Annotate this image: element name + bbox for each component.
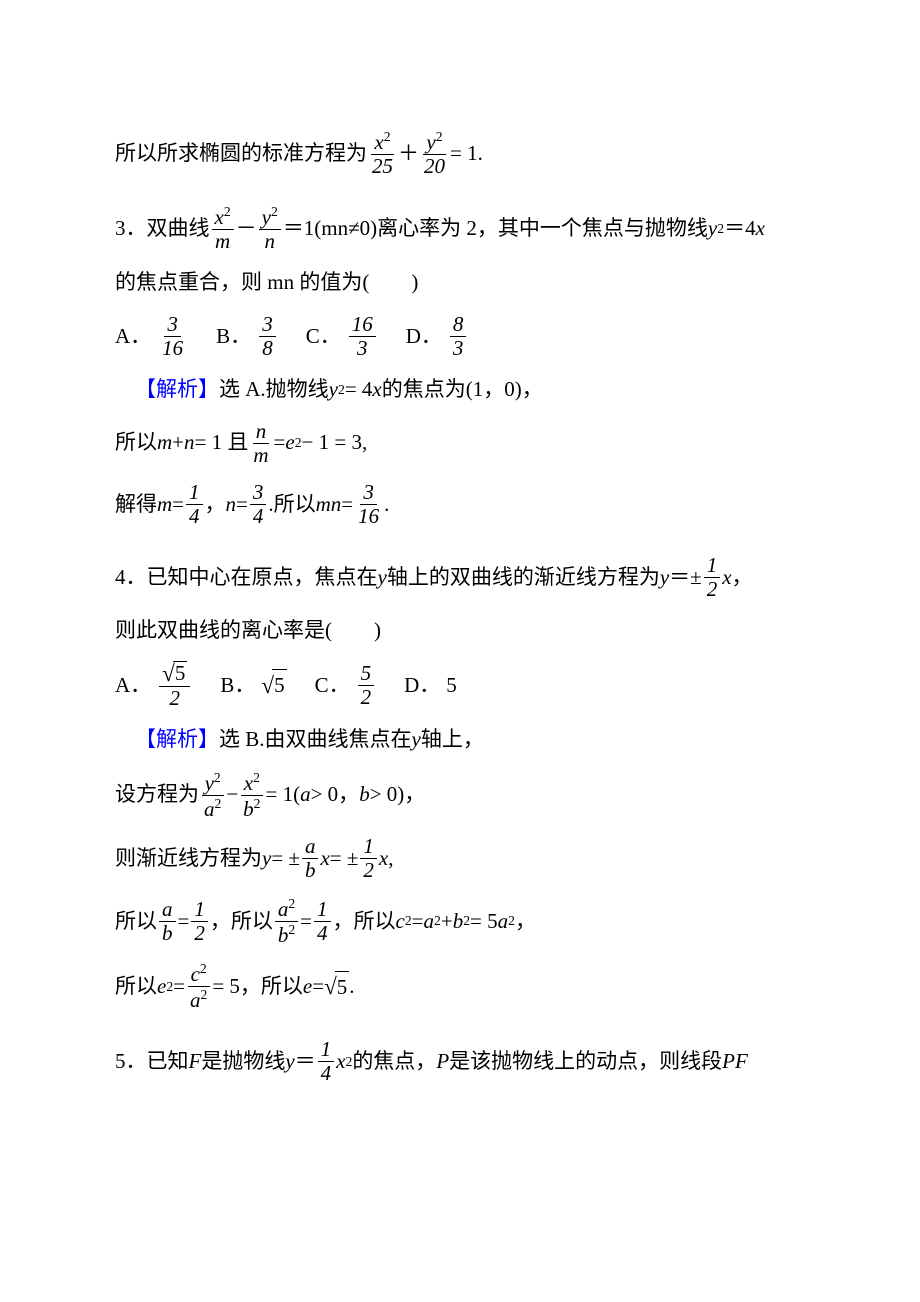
- equals: = 1.: [450, 138, 483, 170]
- option-d: D． 83: [406, 313, 469, 360]
- q4-sol4: 所以 ab = 12 ，所以 a2 b2 = 14 ，所以 c2 = a2 + …: [115, 896, 805, 947]
- q4-options: A． 5 2 B． 5 C． 52 D． 5: [115, 661, 805, 710]
- option-c: C． 163: [306, 313, 378, 360]
- option-d: D． 5: [404, 670, 457, 702]
- option-c: C． 52: [315, 662, 377, 709]
- option-a: A． 316: [115, 313, 188, 360]
- q4-sol3: 则渐近线方程为 y = ± ab x = ± 12 x ,: [115, 835, 805, 882]
- q3-line1: 3．双曲线 x2 m － y2 n ＝1(mn≠0)离心率为 2，其中一个焦点与…: [115, 204, 805, 253]
- q4-line2: 则此双曲线的离心率是( ): [115, 615, 805, 647]
- q3-sol1: 【解析】 选 A.抛物线 y2 = 4 x 的焦点为(1，0)，: [135, 374, 805, 406]
- intro-line: 所以所求椭圆的标准方程为 x2 25 ＋ y2 20 = 1.: [115, 129, 805, 178]
- q3-options: A． 316 B． 38 C． 163 D． 83: [115, 313, 805, 360]
- q3-sol2: 所以 m + n = 1 且 n m = e2 − 1 = 3,: [115, 420, 805, 467]
- option-b: B． 38: [216, 313, 278, 360]
- fraction: y2 20: [421, 129, 448, 178]
- text: ＝1(mn≠0)离心率为 2，其中一个焦点与抛物线: [283, 213, 708, 245]
- q4-sol5: 所以 e2 = c2 a2 = 5，所以 e = 5 .: [115, 961, 805, 1012]
- plus: ＋: [398, 138, 419, 170]
- option-b: B． 5: [220, 668, 286, 703]
- q4-sol2: 设方程为 y2 a2 − x2 b2 = 1( a > 0， b > 0)，: [115, 770, 805, 821]
- fraction: y2 n: [259, 204, 281, 253]
- q4-sol1: 【解析】 选 B.由双曲线焦点在 y 轴上，: [135, 724, 805, 756]
- text: 所以所求椭圆的标准方程为: [115, 138, 367, 170]
- q4-line1: 4．已知中心在原点，焦点在 y 轴上的双曲线的渐近线方程为 y ＝± 12 x …: [115, 554, 805, 601]
- page: 所以所求椭圆的标准方程为 x2 25 ＋ y2 20 = 1. 3．双曲线 x2…: [0, 0, 920, 1302]
- q5-line1: 5．已知 F 是抛物线 y ＝ 14 x2 的焦点， P 是该抛物线上的动点，则…: [115, 1038, 805, 1085]
- minus: －: [236, 213, 257, 245]
- text: 的焦点重合，则 mn 的值为( ): [115, 267, 418, 299]
- analysis-label: 【解析】: [135, 374, 219, 406]
- q3-line2: 的焦点重合，则 mn 的值为( ): [115, 267, 805, 299]
- fraction: x2 m: [212, 204, 234, 253]
- text: 3．双曲线: [115, 213, 210, 245]
- fraction: n m: [250, 420, 271, 467]
- analysis-label: 【解析】: [135, 724, 219, 756]
- q3-sol3: 解得 m = 14 ， n = 34 .所以 mn = 316 .: [115, 481, 805, 528]
- option-a: A． 5 2: [115, 661, 192, 710]
- fraction: x2 25: [369, 129, 396, 178]
